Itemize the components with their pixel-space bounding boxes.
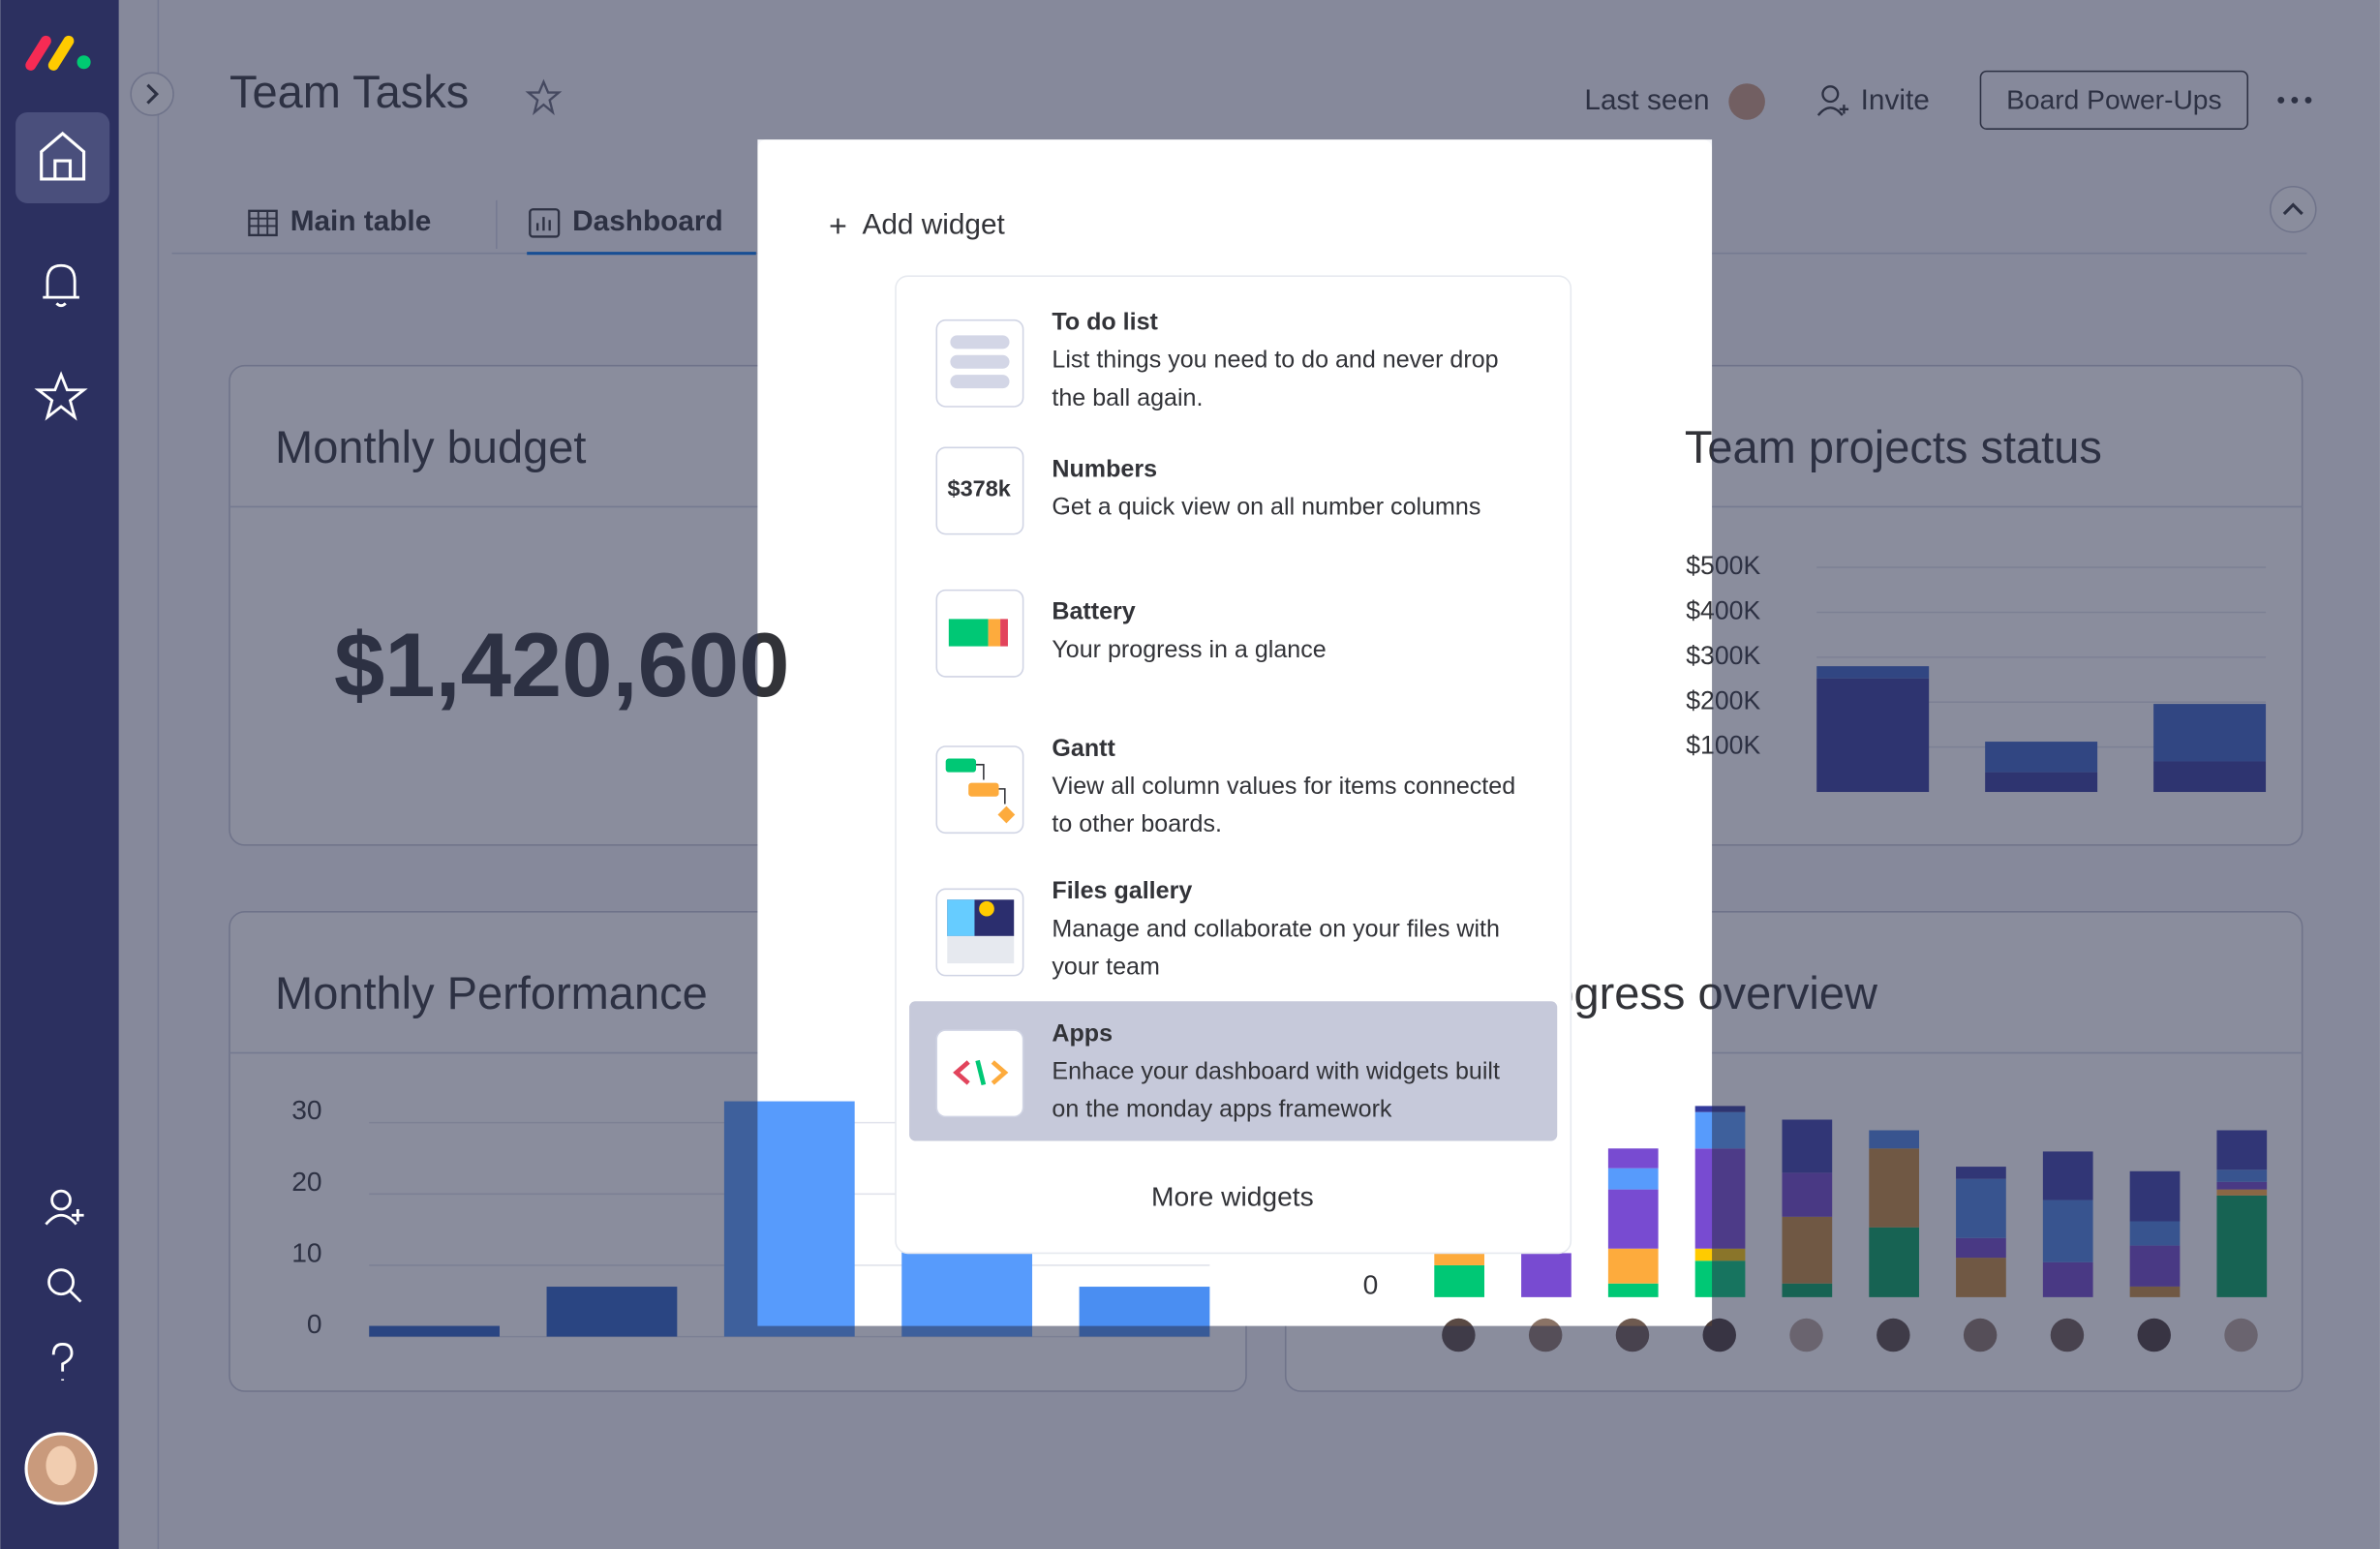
numbers-icon-label: $378k bbox=[947, 475, 1011, 501]
widget-option-title[interactable]: Battery bbox=[1052, 598, 1135, 625]
bar-segment bbox=[1434, 1264, 1485, 1297]
battery-orange bbox=[988, 619, 1001, 647]
favorites-icon[interactable] bbox=[34, 371, 88, 421]
widget-option-title[interactable]: Numbers bbox=[1052, 455, 1157, 482]
gallery-image-blue bbox=[947, 899, 975, 936]
gantt-milestone bbox=[997, 805, 1016, 824]
logo-stroke bbox=[47, 35, 75, 71]
gantt-bar bbox=[968, 782, 999, 797]
widget-option-title[interactable]: Apps bbox=[1052, 1019, 1113, 1047]
search-icon-handle bbox=[69, 1290, 82, 1303]
search-icon[interactable] bbox=[47, 1268, 76, 1296]
help-icon[interactable] bbox=[51, 1343, 74, 1382]
bar-segment bbox=[1607, 1283, 1659, 1297]
bar-segment bbox=[1607, 1168, 1659, 1190]
widget-option-description[interactable]: Get a quick view on all number columns bbox=[1052, 494, 1480, 521]
dropdown-caret bbox=[965, 263, 993, 278]
highlighted-item bbox=[909, 1001, 1558, 1141]
apps-icon-left bbox=[953, 1060, 970, 1085]
apps-icon-slash bbox=[975, 1059, 987, 1086]
invite-members-icon[interactable] bbox=[50, 1189, 72, 1211]
widget-option-description[interactable]: View all column values for items connect… bbox=[1052, 773, 1515, 800]
more-widgets[interactable]: More widgets bbox=[1151, 1180, 1314, 1211]
todo-icon-line bbox=[950, 375, 1010, 389]
gallery-card bbox=[947, 935, 1015, 964]
add-icon bbox=[830, 218, 846, 234]
bar-segment bbox=[1434, 1253, 1485, 1265]
user-avatar-face bbox=[46, 1445, 76, 1486]
notifications-icon[interactable] bbox=[43, 263, 79, 308]
widget-option-description[interactable]: List things you need to do and never dro… bbox=[1052, 347, 1498, 374]
widget-option-description[interactable]: to other boards. bbox=[1052, 810, 1222, 837]
todo-icon-line bbox=[950, 354, 1010, 369]
add-widget[interactable]: Add widget bbox=[863, 208, 1006, 240]
bar-segment bbox=[1607, 1148, 1659, 1169]
todo-icon-line bbox=[950, 335, 1010, 349]
home-button[interactable] bbox=[15, 111, 110, 203]
gallery-image-sun bbox=[979, 900, 994, 917]
gantt-arrow bbox=[976, 764, 1006, 805]
widget-option-description[interactable]: Enhace your dashboard with widgets built bbox=[1052, 1058, 1500, 1085]
home-icon bbox=[40, 131, 86, 181]
widget-icon-box[interactable] bbox=[935, 446, 1024, 535]
battery-red bbox=[1000, 619, 1008, 647]
invite-members-icon-body bbox=[45, 1208, 84, 1226]
widget-option-description[interactable]: on the monday apps framework bbox=[1052, 1096, 1392, 1123]
y-tick-label: 0 bbox=[1363, 1268, 1379, 1299]
bar-segment bbox=[1521, 1253, 1571, 1297]
gantt-bar bbox=[945, 758, 977, 773]
widget-option-title[interactable]: Files gallery bbox=[1052, 877, 1192, 904]
logo-stroke bbox=[25, 35, 51, 71]
widget-option-description[interactable]: your team bbox=[1052, 953, 1159, 980]
logo-dot bbox=[76, 55, 91, 70]
battery-green bbox=[948, 619, 989, 647]
widget-option-description[interactable]: the ball again. bbox=[1052, 384, 1203, 411]
sidebar bbox=[0, 0, 119, 1549]
widget-option-description[interactable]: Manage and collaborate on your files wit… bbox=[1052, 915, 1500, 942]
widget-option-title[interactable]: Gantt bbox=[1052, 735, 1115, 762]
bar-segment bbox=[1607, 1189, 1659, 1249]
bar bbox=[901, 1251, 1033, 1337]
apps-icon-right bbox=[991, 1060, 1009, 1085]
bar-segment bbox=[1607, 1248, 1659, 1284]
widget-option-description[interactable]: Your progress in a glance bbox=[1052, 636, 1326, 663]
widget-option-title[interactable]: To do list bbox=[1052, 308, 1158, 335]
